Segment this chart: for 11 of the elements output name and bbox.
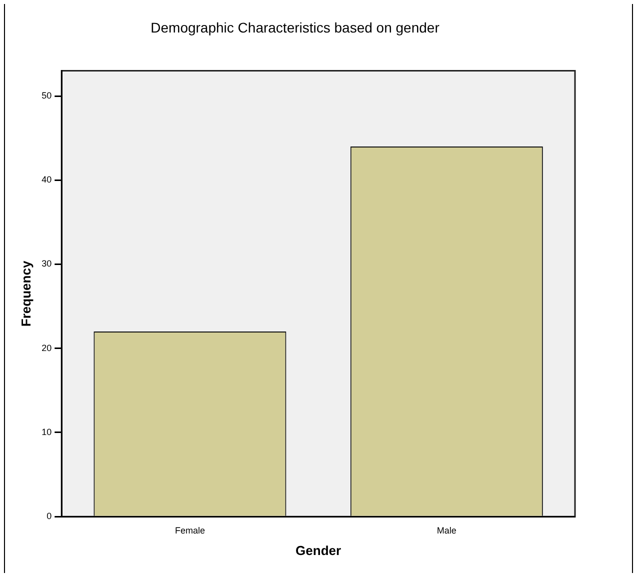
x-tick-label: Female (174, 525, 205, 536)
x-axis-title: Gender (296, 542, 342, 558)
y-tick-label: 0 (46, 511, 52, 522)
y-tick-label: 40 (42, 174, 52, 185)
y-tick-label: 30 (42, 258, 52, 269)
y-tick-label: 20 (42, 342, 52, 353)
x-tick-label: Male (436, 525, 456, 536)
chart-title: Demographic Characteristics based on gender (150, 19, 440, 36)
y-axis-title: Frequency (18, 260, 34, 327)
y-tick-label: 10 (42, 426, 52, 437)
y-tick-label: 50 (42, 90, 52, 101)
